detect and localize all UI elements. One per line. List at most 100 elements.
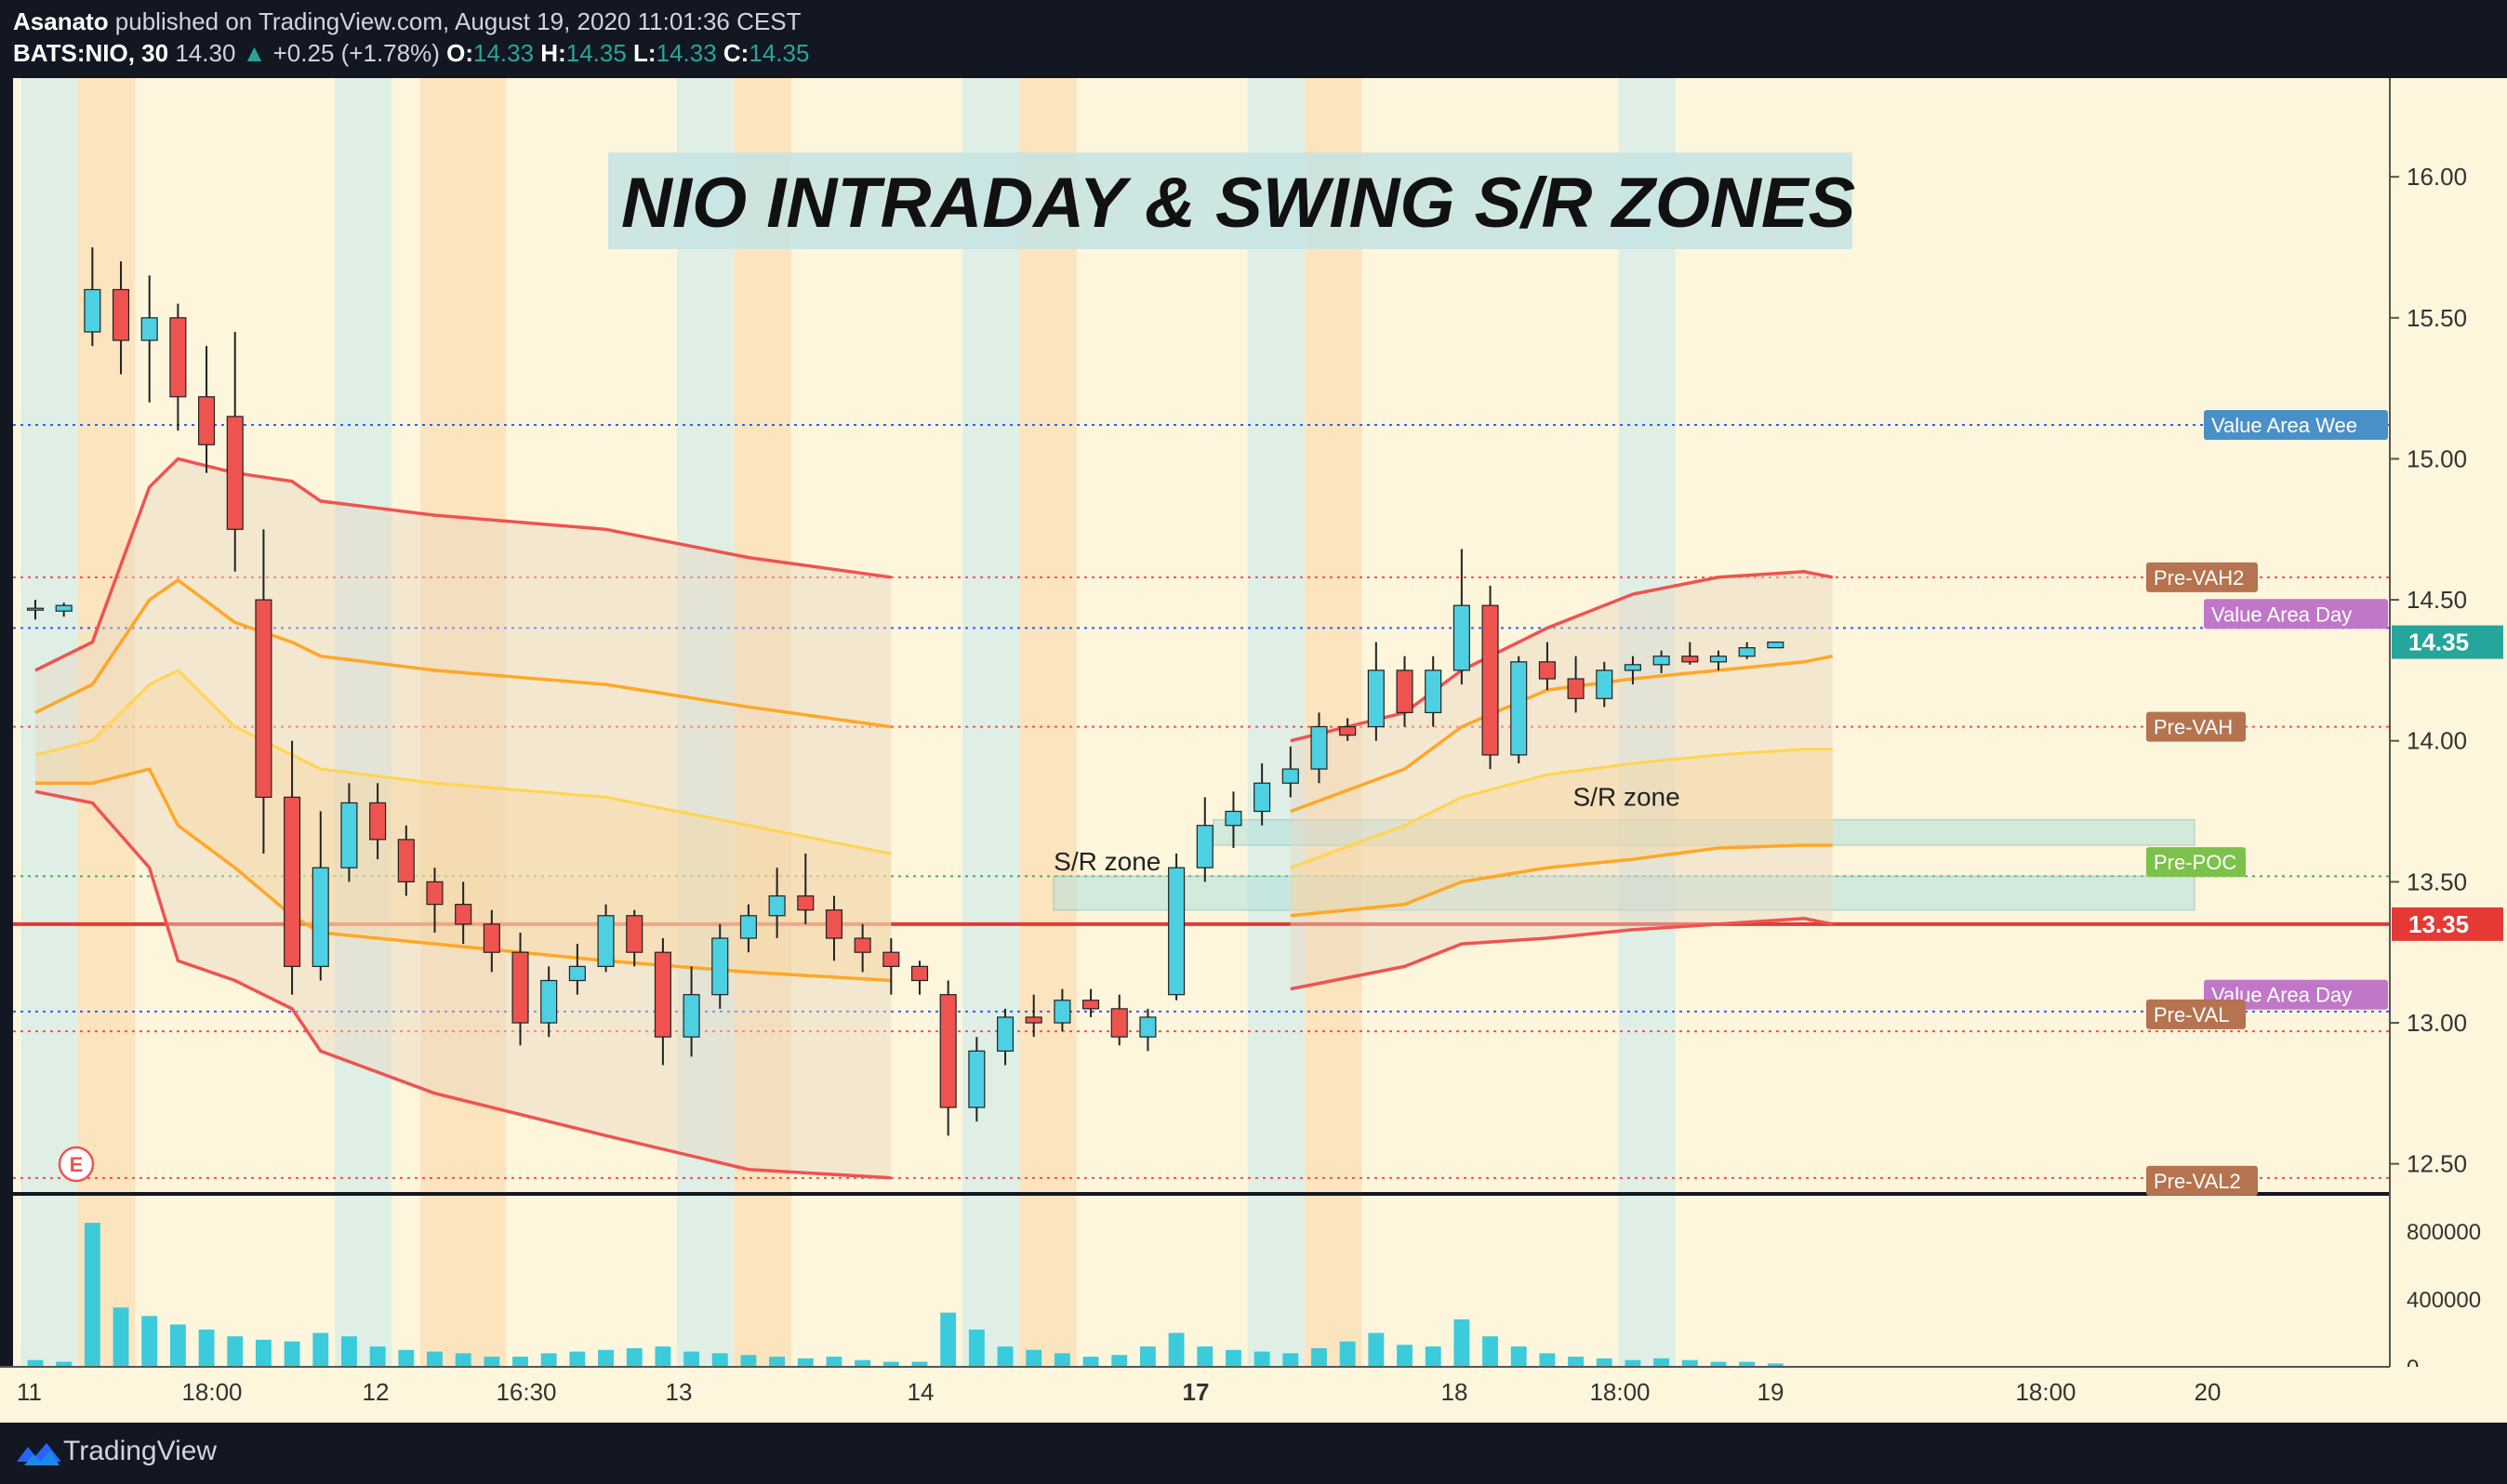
candle-body[interactable] (26, 607, 45, 611)
volume-bar[interactable] (113, 1307, 129, 1367)
level-label-badge[interactable] (2204, 410, 2388, 441)
volume-bar[interactable] (826, 1357, 842, 1367)
volume-bar[interactable] (1568, 1357, 1585, 1367)
level-label-badge[interactable] (2146, 1165, 2258, 1196)
candle-body[interactable] (255, 599, 272, 798)
volume-bar[interactable] (1168, 1332, 1185, 1367)
candle-body[interactable] (1538, 661, 1556, 680)
level-label-badge[interactable] (2146, 847, 2246, 878)
candle-body[interactable] (483, 923, 500, 953)
volume-bar[interactable] (1139, 1346, 1156, 1367)
candle-body[interactable] (369, 802, 387, 841)
candle-body[interactable] (55, 604, 73, 612)
candle-body[interactable] (968, 1050, 986, 1108)
volume-bar[interactable] (1026, 1349, 1042, 1367)
volume-bar[interactable] (1425, 1346, 1441, 1367)
candle-body[interactable] (84, 288, 101, 333)
volume-bar[interactable] (398, 1349, 415, 1367)
candle-body[interactable] (1452, 604, 1470, 671)
candle-body[interactable] (198, 396, 216, 445)
volume-bar[interactable] (626, 1347, 643, 1367)
volume-bar[interactable] (369, 1346, 386, 1367)
price-chart[interactable]: 12.50 13.00 13.50 14.00 14.50 15.00 15.50 16.00… (0, 78, 2507, 1423)
volume-bar[interactable] (968, 1329, 985, 1367)
volume-bar[interactable] (1197, 1346, 1214, 1367)
candle-body[interactable] (397, 839, 415, 882)
volume-bar[interactable] (855, 1359, 871, 1367)
earnings-icon[interactable] (58, 1146, 95, 1183)
candle-body[interactable] (1254, 782, 1271, 813)
volume-bar[interactable] (598, 1349, 614, 1367)
candle-body[interactable] (1596, 669, 1613, 699)
candle-body[interactable] (340, 802, 358, 868)
volume-bar[interactable] (1453, 1318, 1470, 1367)
volume-bar[interactable] (769, 1357, 786, 1367)
candle-body[interactable] (1054, 1000, 1071, 1024)
volume-bar[interactable] (141, 1316, 158, 1367)
level-label-badge[interactable] (2146, 562, 2258, 592)
volume-bar[interactable] (1311, 1347, 1327, 1367)
volume-bar[interactable] (1397, 1345, 1413, 1367)
volume-bar[interactable] (1625, 1359, 1641, 1367)
volume-bar[interactable] (427, 1351, 443, 1367)
volume-bar[interactable] (1254, 1351, 1270, 1367)
volume-bar[interactable] (711, 1353, 728, 1367)
candle-body[interactable] (1082, 1000, 1100, 1010)
candle-body[interactable] (1339, 725, 1357, 736)
candle-body[interactable] (455, 904, 472, 925)
candle-body[interactable] (1738, 647, 1756, 657)
volume-bar[interactable] (1710, 1361, 1727, 1367)
volume-bar[interactable] (740, 1355, 757, 1367)
volume-bar[interactable] (540, 1353, 557, 1367)
candle-body[interactable] (683, 994, 700, 1038)
volume-bar[interactable] (255, 1339, 272, 1367)
candle-body[interactable] (654, 951, 671, 1038)
symbol-label[interactable]: BATS:NIO, 30 (13, 39, 169, 67)
candle-body[interactable] (284, 796, 301, 967)
candle-body[interactable] (882, 951, 900, 967)
candle-body[interactable] (626, 915, 643, 953)
candle-body[interactable] (1310, 725, 1328, 770)
candle-body[interactable] (540, 979, 558, 1024)
volume-bar[interactable] (569, 1351, 586, 1367)
candle-body[interactable] (1425, 669, 1442, 714)
candle-body[interactable] (768, 894, 786, 917)
candle-body[interactable] (1196, 825, 1214, 868)
level-label-badge[interactable] (2146, 999, 2246, 1029)
candle-body[interactable] (996, 1016, 1015, 1052)
volume-bar[interactable] (1653, 1358, 1670, 1367)
volume-bar[interactable] (1596, 1358, 1612, 1367)
candle-body[interactable] (1110, 1008, 1128, 1038)
candle-body[interactable] (1709, 656, 1728, 663)
candle-body[interactable] (939, 994, 957, 1108)
volume-bar[interactable] (1767, 1363, 1784, 1367)
volume-bar[interactable] (169, 1324, 186, 1367)
tradingview-brand-text[interactable]: TradingView (63, 1436, 218, 1466)
volume-bar[interactable] (1111, 1355, 1128, 1367)
candle-body[interactable] (1168, 867, 1186, 996)
level-label-badge[interactable] (2146, 711, 2246, 742)
candle-body[interactable] (1510, 661, 1528, 756)
candle-body[interactable] (1367, 669, 1385, 728)
volume-bar[interactable] (683, 1351, 700, 1367)
volume-bar[interactable] (1368, 1332, 1385, 1367)
volume-bar[interactable] (1226, 1349, 1241, 1367)
volume-bar[interactable] (56, 1361, 73, 1367)
candle-body[interactable] (112, 288, 130, 341)
candle-body[interactable] (140, 317, 158, 341)
sr-zone-box[interactable] (1053, 875, 2195, 911)
candle-body[interactable] (797, 894, 815, 911)
candle-body[interactable] (1767, 641, 1784, 649)
volume-bar[interactable] (1681, 1359, 1698, 1367)
candle-body[interactable] (1396, 669, 1413, 714)
volume-bar[interactable] (1739, 1361, 1756, 1367)
candle-body[interactable] (910, 965, 929, 982)
volume-bar[interactable] (882, 1361, 899, 1367)
level-label-badge[interactable] (2204, 979, 2388, 1010)
sr-zone-box[interactable] (1213, 818, 2195, 846)
candle-body[interactable] (825, 909, 843, 939)
candle-body[interactable] (1624, 664, 1641, 671)
candle-body[interactable] (739, 915, 757, 939)
candle-body[interactable] (511, 951, 529, 1024)
volume-bar[interactable] (1510, 1346, 1527, 1367)
